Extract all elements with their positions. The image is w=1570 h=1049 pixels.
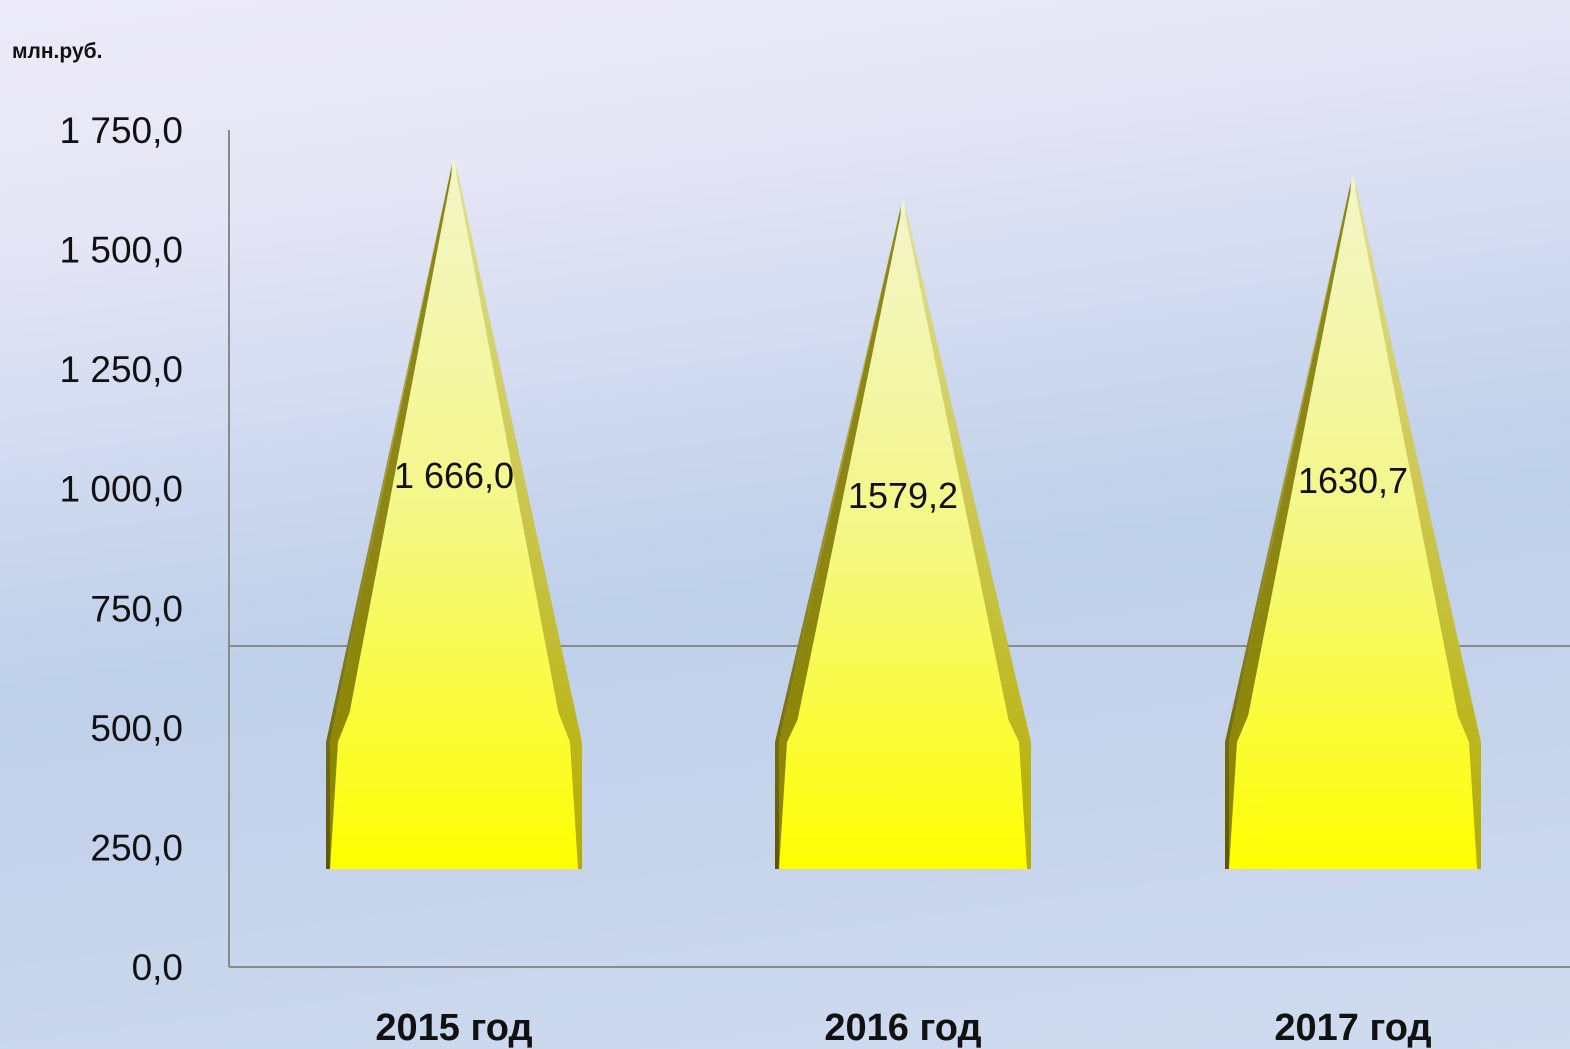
data-label: 1630,7 (1298, 460, 1408, 501)
cone-bar (1225, 175, 1481, 870)
data-label: 1579,2 (848, 475, 958, 516)
y-tick-label: 1 750,0 (60, 110, 183, 151)
y-tick-label: 0,0 (132, 947, 183, 988)
y-tick-label: 1 250,0 (60, 349, 183, 390)
data-labels: 1 666,0 1579,2 1630,7 (394, 455, 1408, 516)
cone-highlight (334, 162, 574, 869)
category-label: 2017 год (1274, 1007, 1431, 1049)
cone-highlight (1233, 179, 1473, 870)
cone-bar (775, 199, 1031, 870)
y-tick-label: 1 500,0 (60, 230, 183, 271)
cone-series (326, 158, 1481, 870)
y-tick-label: 500,0 (90, 708, 183, 749)
cone-bar (326, 158, 582, 869)
category-labels: 2015 год 2016 год 2017 год (375, 1007, 1431, 1049)
y-axis-ticks: 0,0 250,0 500,0 750,0 1 000,0 1 250,0 1 500,0 1… (60, 110, 183, 988)
data-label: 1 666,0 (394, 455, 514, 496)
y-tick-label: 250,0 (90, 827, 183, 868)
category-label: 2016 год (824, 1007, 981, 1049)
y-tick-label: 750,0 (90, 588, 183, 629)
cone-highlight (783, 203, 1023, 870)
category-label: 2015 год (375, 1007, 532, 1049)
y-tick-label: 1 000,0 (60, 469, 183, 510)
unit-label: млн.руб. (12, 40, 102, 63)
